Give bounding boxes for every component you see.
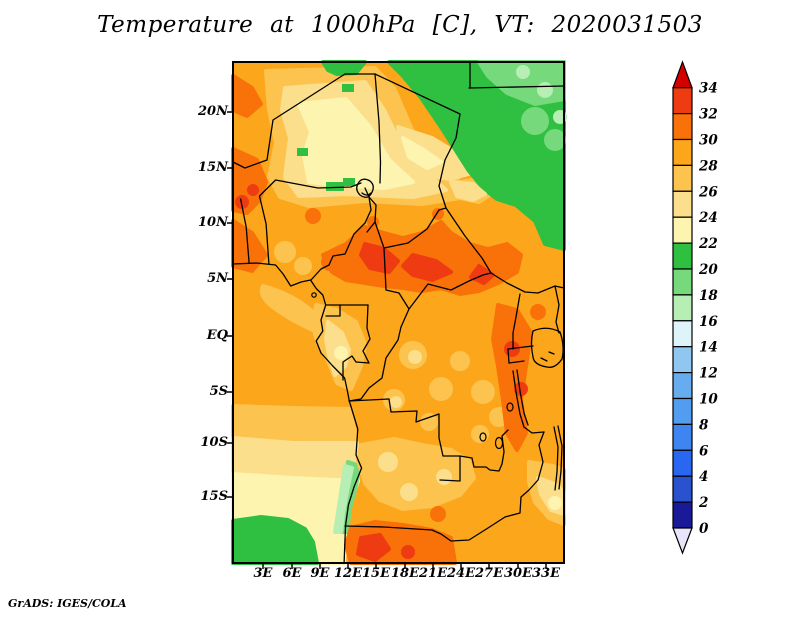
colorbar-segment — [673, 399, 692, 425]
colorbar-segment — [673, 295, 692, 321]
grads-plot: Temperature at 1000hPa [C], VT: 20200315… — [0, 0, 800, 618]
colorbar: 3432302826242220181614121086420 — [668, 58, 788, 563]
colorbar-tick-label: 6 — [699, 443, 709, 459]
colorbar-tick-label: 30 — [699, 133, 718, 149]
colorbar-segment — [673, 373, 692, 399]
colorbar-tick-label: 14 — [699, 340, 718, 356]
colorbar-tick-label: 2 — [698, 495, 708, 511]
colorbar-segment — [673, 140, 692, 166]
lat-tick-label: 5N — [182, 271, 228, 287]
temperature-field — [233, 62, 565, 563]
colorbar-segment — [673, 450, 692, 476]
colorbar-tick-label: 26 — [698, 184, 718, 200]
colorbar-tick-label: 28 — [698, 158, 718, 174]
colorbar-tick-label: 0 — [699, 521, 709, 537]
colorbar-tick-label: 12 — [699, 366, 718, 382]
colorbar-segment — [673, 476, 692, 502]
plot-title: Temperature at 1000hPa [C], VT: 20200315… — [0, 12, 800, 38]
colorbar-segment — [673, 114, 692, 140]
colorbar-tick-label: 4 — [699, 469, 708, 485]
lon-tick-label: 33E — [526, 566, 566, 582]
colorbar-segment — [673, 217, 692, 243]
colorbar-segment — [673, 191, 692, 217]
colorbar-segment — [673, 424, 692, 450]
colorbar-tick-label: 24 — [698, 210, 718, 226]
colorbar-segment — [673, 269, 692, 295]
lat-tick-label: 20N — [182, 104, 228, 120]
colorbar-tick-label: 10 — [699, 392, 718, 408]
colorbar-segment — [673, 165, 692, 191]
lat-tick-label: 10S — [182, 435, 228, 451]
colorbar-arrow — [673, 62, 692, 88]
colorbar-segment — [673, 243, 692, 269]
colorbar-segment — [673, 347, 692, 373]
credit-text: GrADS: IGES/COLA — [8, 597, 127, 610]
lat-tick-label: EQ — [182, 328, 228, 344]
colorbar-tick-label: 20 — [698, 262, 718, 278]
colorbar-tick-label: 16 — [699, 314, 718, 330]
lat-tick-label: 5S — [182, 384, 228, 400]
lat-tick-label: 15N — [182, 160, 228, 176]
colorbar-segment — [673, 88, 692, 114]
colorbar-tick-label: 8 — [699, 417, 709, 433]
lat-tick-label: 15S — [182, 489, 228, 505]
lat-tick-label: 10N — [182, 215, 228, 231]
colorbar-tick-label: 22 — [698, 236, 718, 252]
colorbar-tick-label: 18 — [699, 288, 718, 304]
colorbar-tick-label: 32 — [699, 107, 718, 123]
colorbar-arrow — [673, 528, 692, 553]
colorbar-segment — [673, 321, 692, 347]
map-canvas — [225, 54, 572, 571]
colorbar-segment — [673, 502, 692, 528]
colorbar-tick-label: 34 — [699, 81, 718, 97]
